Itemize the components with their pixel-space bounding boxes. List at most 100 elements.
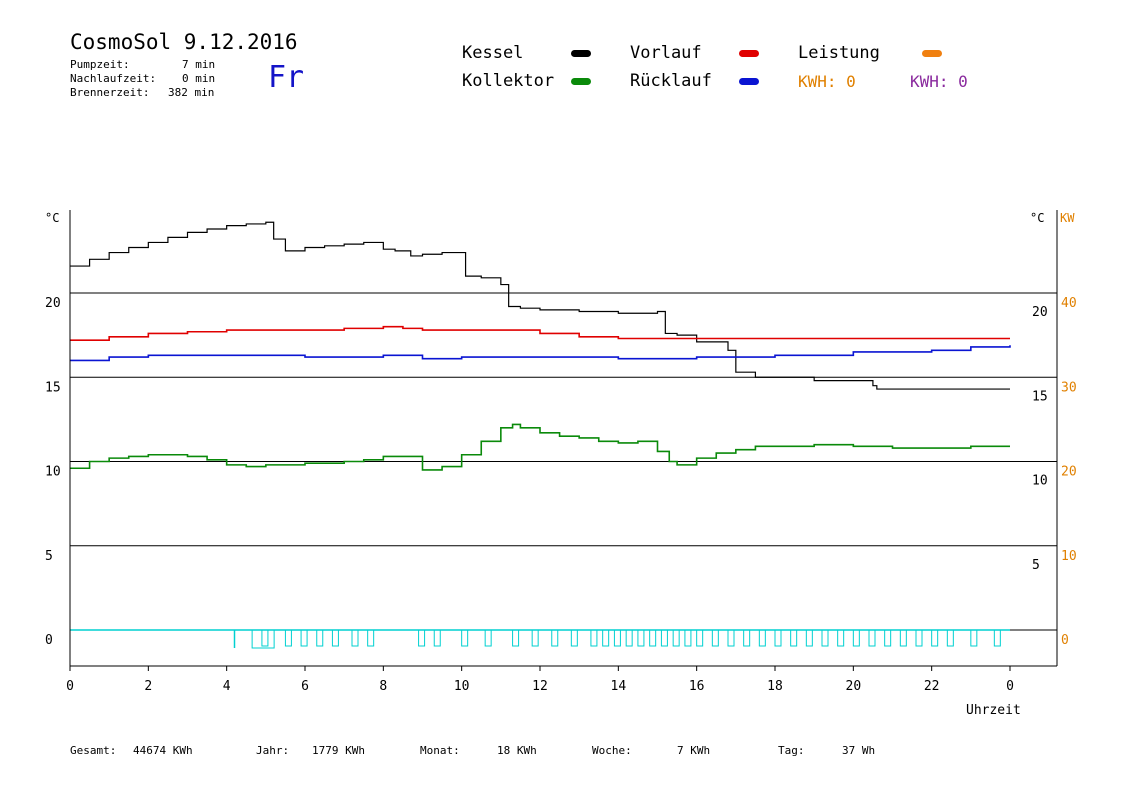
pulse-bar — [805, 629, 813, 647]
y-tick-left: 20 — [45, 296, 61, 311]
y-tick-right-outer: 0 — [1061, 633, 1069, 648]
pulse-bar — [790, 629, 798, 647]
y-unit-right-inner: °C — [1030, 211, 1044, 225]
pulse-bar — [551, 629, 559, 647]
y-tick-right-outer: 40 — [1061, 296, 1077, 311]
pulse-bar — [649, 629, 657, 647]
footer-gesamt-value: 44674 KWh — [133, 744, 193, 757]
legend-vorlauf-label: Vorlauf — [630, 43, 702, 63]
stat-pumpzeit-label: Pumpzeit: — [70, 58, 130, 71]
pulse-bar — [915, 629, 923, 647]
stat-pumpzeit-value: 7 min — [182, 58, 216, 71]
pulse-bar — [758, 629, 766, 647]
series-line-kessel — [70, 221, 1010, 390]
legend-kessel-label: Kessel — [462, 43, 524, 63]
pulse-bar — [637, 629, 645, 647]
pulse-bar — [774, 629, 782, 647]
pulse-bar — [852, 629, 860, 647]
pulse-bar — [660, 629, 668, 647]
series-layer — [70, 221, 1011, 471]
footer-woche-value: 7 KWh — [677, 744, 711, 757]
stat-nachlaufzeit-value: 0 min — [182, 72, 216, 85]
grid-layer — [70, 292, 1057, 631]
pulse-bar — [531, 629, 539, 647]
pulse-bar — [743, 629, 751, 647]
stat-nachlaufzeit-label: Nachlaufzeit: — [70, 72, 157, 85]
footer-monat-label: Monat: — [420, 744, 460, 757]
x-tick-label: 0 — [1006, 679, 1014, 694]
y-tick-left: 0 — [45, 633, 53, 648]
footer-monat-value: 18 KWh — [497, 744, 537, 757]
x-tick-label: 6 — [301, 679, 309, 694]
footer-woche-label: Woche: — [592, 744, 632, 757]
x-tick-label: 14 — [611, 679, 627, 694]
footer-tag-label: Tag: — [778, 744, 805, 757]
x-axis-label: Uhrzeit — [966, 703, 1021, 718]
pulse-bar — [331, 629, 339, 647]
burner-pulses-layer — [70, 629, 1010, 649]
legend-ruecklauf-swatch — [739, 78, 759, 85]
footer-jahr-label: Jahr: — [256, 744, 290, 757]
pulse-bar — [696, 629, 704, 647]
pulse-bar — [727, 629, 735, 647]
x-tick-label: 8 — [379, 679, 387, 694]
pulse-bar — [613, 629, 621, 647]
pulse-bar — [300, 629, 308, 647]
pulse-bar — [284, 629, 292, 647]
pulse-bar — [821, 629, 829, 647]
legend-vorlauf-swatch — [739, 50, 759, 57]
y-tick-right-outer: 10 — [1061, 549, 1077, 564]
x-tick-label: 10 — [454, 679, 470, 694]
axis-layer: 0 5 10 15 20 °C 5 10 15 20 °C 0 10 20 30 40 KW 0 2 4 6 8 10 12 1… — [45, 210, 1077, 718]
pulse-bar — [899, 629, 907, 647]
pulse-bar — [993, 629, 1001, 647]
pulse-bar — [672, 629, 680, 647]
pulse-bar — [484, 629, 492, 647]
pulse-bar — [868, 629, 876, 647]
pulse-bar — [261, 629, 269, 647]
pulse-bar — [684, 629, 692, 647]
y-tick-left: 15 — [45, 380, 61, 395]
pulse-bar — [590, 629, 598, 647]
pulse-bar — [970, 629, 978, 647]
footer-jahr-value: 1779 KWh — [312, 744, 365, 757]
pulse-bar — [884, 629, 892, 647]
legend-leistung-swatch — [922, 50, 942, 57]
footer-tag-value: 37 Wh — [842, 744, 876, 757]
pulse-bar — [316, 629, 324, 647]
pulse-bar-wide — [251, 629, 275, 649]
y-tick-right-outer: 20 — [1061, 465, 1077, 480]
pulse-bar — [837, 629, 845, 647]
x-tick-label: 18 — [767, 679, 783, 694]
pulse-bar — [418, 629, 426, 647]
pulse-bar — [367, 629, 375, 647]
pulse-bar — [625, 629, 633, 647]
y-unit-left: °C — [45, 211, 59, 225]
y-tick-right-outer: 30 — [1061, 380, 1077, 395]
x-tick-label: 2 — [144, 679, 152, 694]
x-tick-label: 4 — [223, 679, 231, 694]
y-tick-left: 5 — [45, 549, 53, 564]
pulse-bar — [433, 629, 441, 647]
footer-gesamt-label: Gesamt: — [70, 744, 117, 757]
chart-title: CosmoSol 9.12.2016 — [70, 30, 298, 54]
x-tick-label: 12 — [532, 679, 548, 694]
kwh-orange-label: KWH: 0 — [798, 72, 856, 91]
pulse-bar — [931, 629, 939, 647]
series-line-kollektor — [70, 423, 1010, 471]
weekday-label: Fr — [268, 60, 305, 95]
series-line-rücklauf — [70, 345, 1011, 362]
legend-kollektor-swatch — [571, 78, 591, 85]
y-tick-right-inner: 10 — [1032, 474, 1048, 489]
pulse-bar — [946, 629, 954, 647]
y-unit-right-outer: KW — [1060, 211, 1075, 225]
series-line-vorlauf — [70, 325, 1010, 341]
y-tick-right-inner: 20 — [1032, 305, 1048, 320]
x-tick-label: 22 — [924, 679, 940, 694]
stat-brennerzeit-label: Brennerzeit: — [70, 86, 150, 99]
legend-kollektor-label: Kollektor — [462, 71, 555, 91]
pulse-bar — [711, 629, 719, 647]
x-tick-label: 20 — [846, 679, 862, 694]
pulse-bar — [461, 629, 469, 647]
